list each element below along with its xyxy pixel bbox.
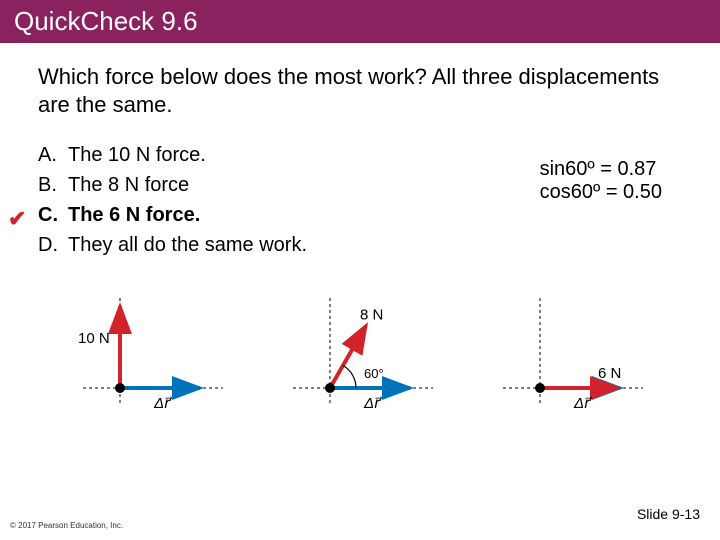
svg-text:8 N: 8 N: [360, 307, 383, 324]
svg-text:Δr⃗: Δr⃗: [363, 395, 383, 412]
option-text: The 10 N force.: [68, 140, 206, 170]
option-text: The 6 N force.: [68, 200, 200, 230]
answer-options: A.The 10 N force.B.The 8 N force✔C.The 6…: [38, 140, 307, 260]
force-diagram: 60° 8 N Δr⃗: [275, 288, 445, 418]
title-bar: QuickCheck 9.6: [0, 0, 720, 43]
question-text: Which force below does the most work? Al…: [38, 63, 682, 118]
answers-row: A.The 10 N force.B.The 8 N force✔C.The 6…: [38, 140, 682, 260]
option-text: The 8 N force: [68, 170, 189, 200]
svg-text:60°: 60°: [364, 366, 384, 381]
checkmark-icon: ✔: [8, 202, 26, 235]
diagram-panel: 60° 8 N Δr⃗: [275, 288, 445, 423]
option-letter: C.: [38, 200, 68, 230]
trig-hints: sin60º = 0.87 cos60º = 0.50: [540, 140, 682, 260]
diagram-row: 10 N Δr⃗ 60° 8 N Δr⃗: [38, 288, 682, 423]
answer-option: ✔C.The 6 N force.: [38, 200, 307, 230]
force-diagram: 10 N Δr⃗: [65, 288, 235, 418]
option-text: They all do the same work.: [68, 230, 307, 260]
diagram-panel: 6 N Δr⃗: [485, 288, 655, 423]
svg-text:Δr⃗: Δr⃗: [573, 395, 593, 412]
hint-sin: sin60º = 0.87: [540, 158, 662, 181]
title-text: QuickCheck 9.6: [14, 6, 198, 36]
copyright: © 2017 Pearson Education, Inc.: [10, 521, 123, 530]
answer-option: A.The 10 N force.: [38, 140, 307, 170]
svg-text:6 N: 6 N: [598, 365, 621, 382]
content-area: Which force below does the most work? Al…: [0, 43, 720, 423]
force-diagram: 6 N Δr⃗: [485, 288, 655, 418]
svg-text:Δr⃗: Δr⃗: [153, 395, 173, 412]
option-letter: D.: [38, 230, 68, 260]
diagram-panel: 10 N Δr⃗: [65, 288, 235, 423]
hint-cos: cos60º = 0.50: [540, 181, 662, 204]
option-letter: B.: [38, 170, 68, 200]
option-letter: A.: [38, 140, 68, 170]
answer-option: D.They all do the same work.: [38, 230, 307, 260]
slide-number: Slide 9-13: [637, 506, 700, 522]
svg-text:10 N: 10 N: [78, 330, 110, 347]
answer-option: B.The 8 N force: [38, 170, 307, 200]
